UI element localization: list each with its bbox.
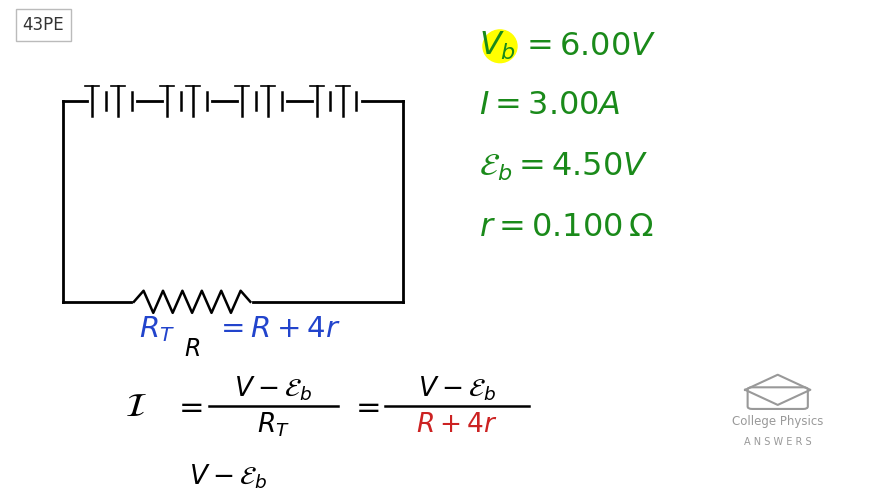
Text: College Physics: College Physics xyxy=(732,415,823,428)
Text: $R$: $R$ xyxy=(184,337,200,361)
Text: $V - \mathcal{E}_b$: $V - \mathcal{E}_b$ xyxy=(418,374,496,402)
Text: $= 6.00V$: $= 6.00V$ xyxy=(520,31,656,62)
Text: $=$: $=$ xyxy=(173,392,203,421)
Ellipse shape xyxy=(483,30,517,63)
Text: $\mathcal{I}$: $\mathcal{I}$ xyxy=(125,390,147,423)
Text: $r = 0.100\,\Omega$: $r = 0.100\,\Omega$ xyxy=(479,212,654,243)
Text: $V_b$: $V_b$ xyxy=(479,30,516,62)
Text: $=$: $=$ xyxy=(350,392,381,421)
FancyBboxPatch shape xyxy=(747,387,808,409)
Text: $V - \mathcal{E}_b$: $V - \mathcal{E}_b$ xyxy=(234,374,313,402)
Text: $R + 4r$: $R + 4r$ xyxy=(416,412,498,438)
Text: $V - \mathcal{E}_b$: $V - \mathcal{E}_b$ xyxy=(189,463,268,491)
Text: $\mathcal{E}_b = 4.50V$: $\mathcal{E}_b = 4.50V$ xyxy=(479,151,649,183)
Text: A N S W E R S: A N S W E R S xyxy=(744,437,812,447)
Text: $I = 3.00A$: $I = 3.00A$ xyxy=(479,90,621,121)
Text: 43PE: 43PE xyxy=(22,16,64,34)
Text: $R_T$: $R_T$ xyxy=(257,411,289,439)
Text: $R_T$: $R_T$ xyxy=(139,314,175,345)
Text: $= R + 4r$: $= R + 4r$ xyxy=(215,315,340,344)
